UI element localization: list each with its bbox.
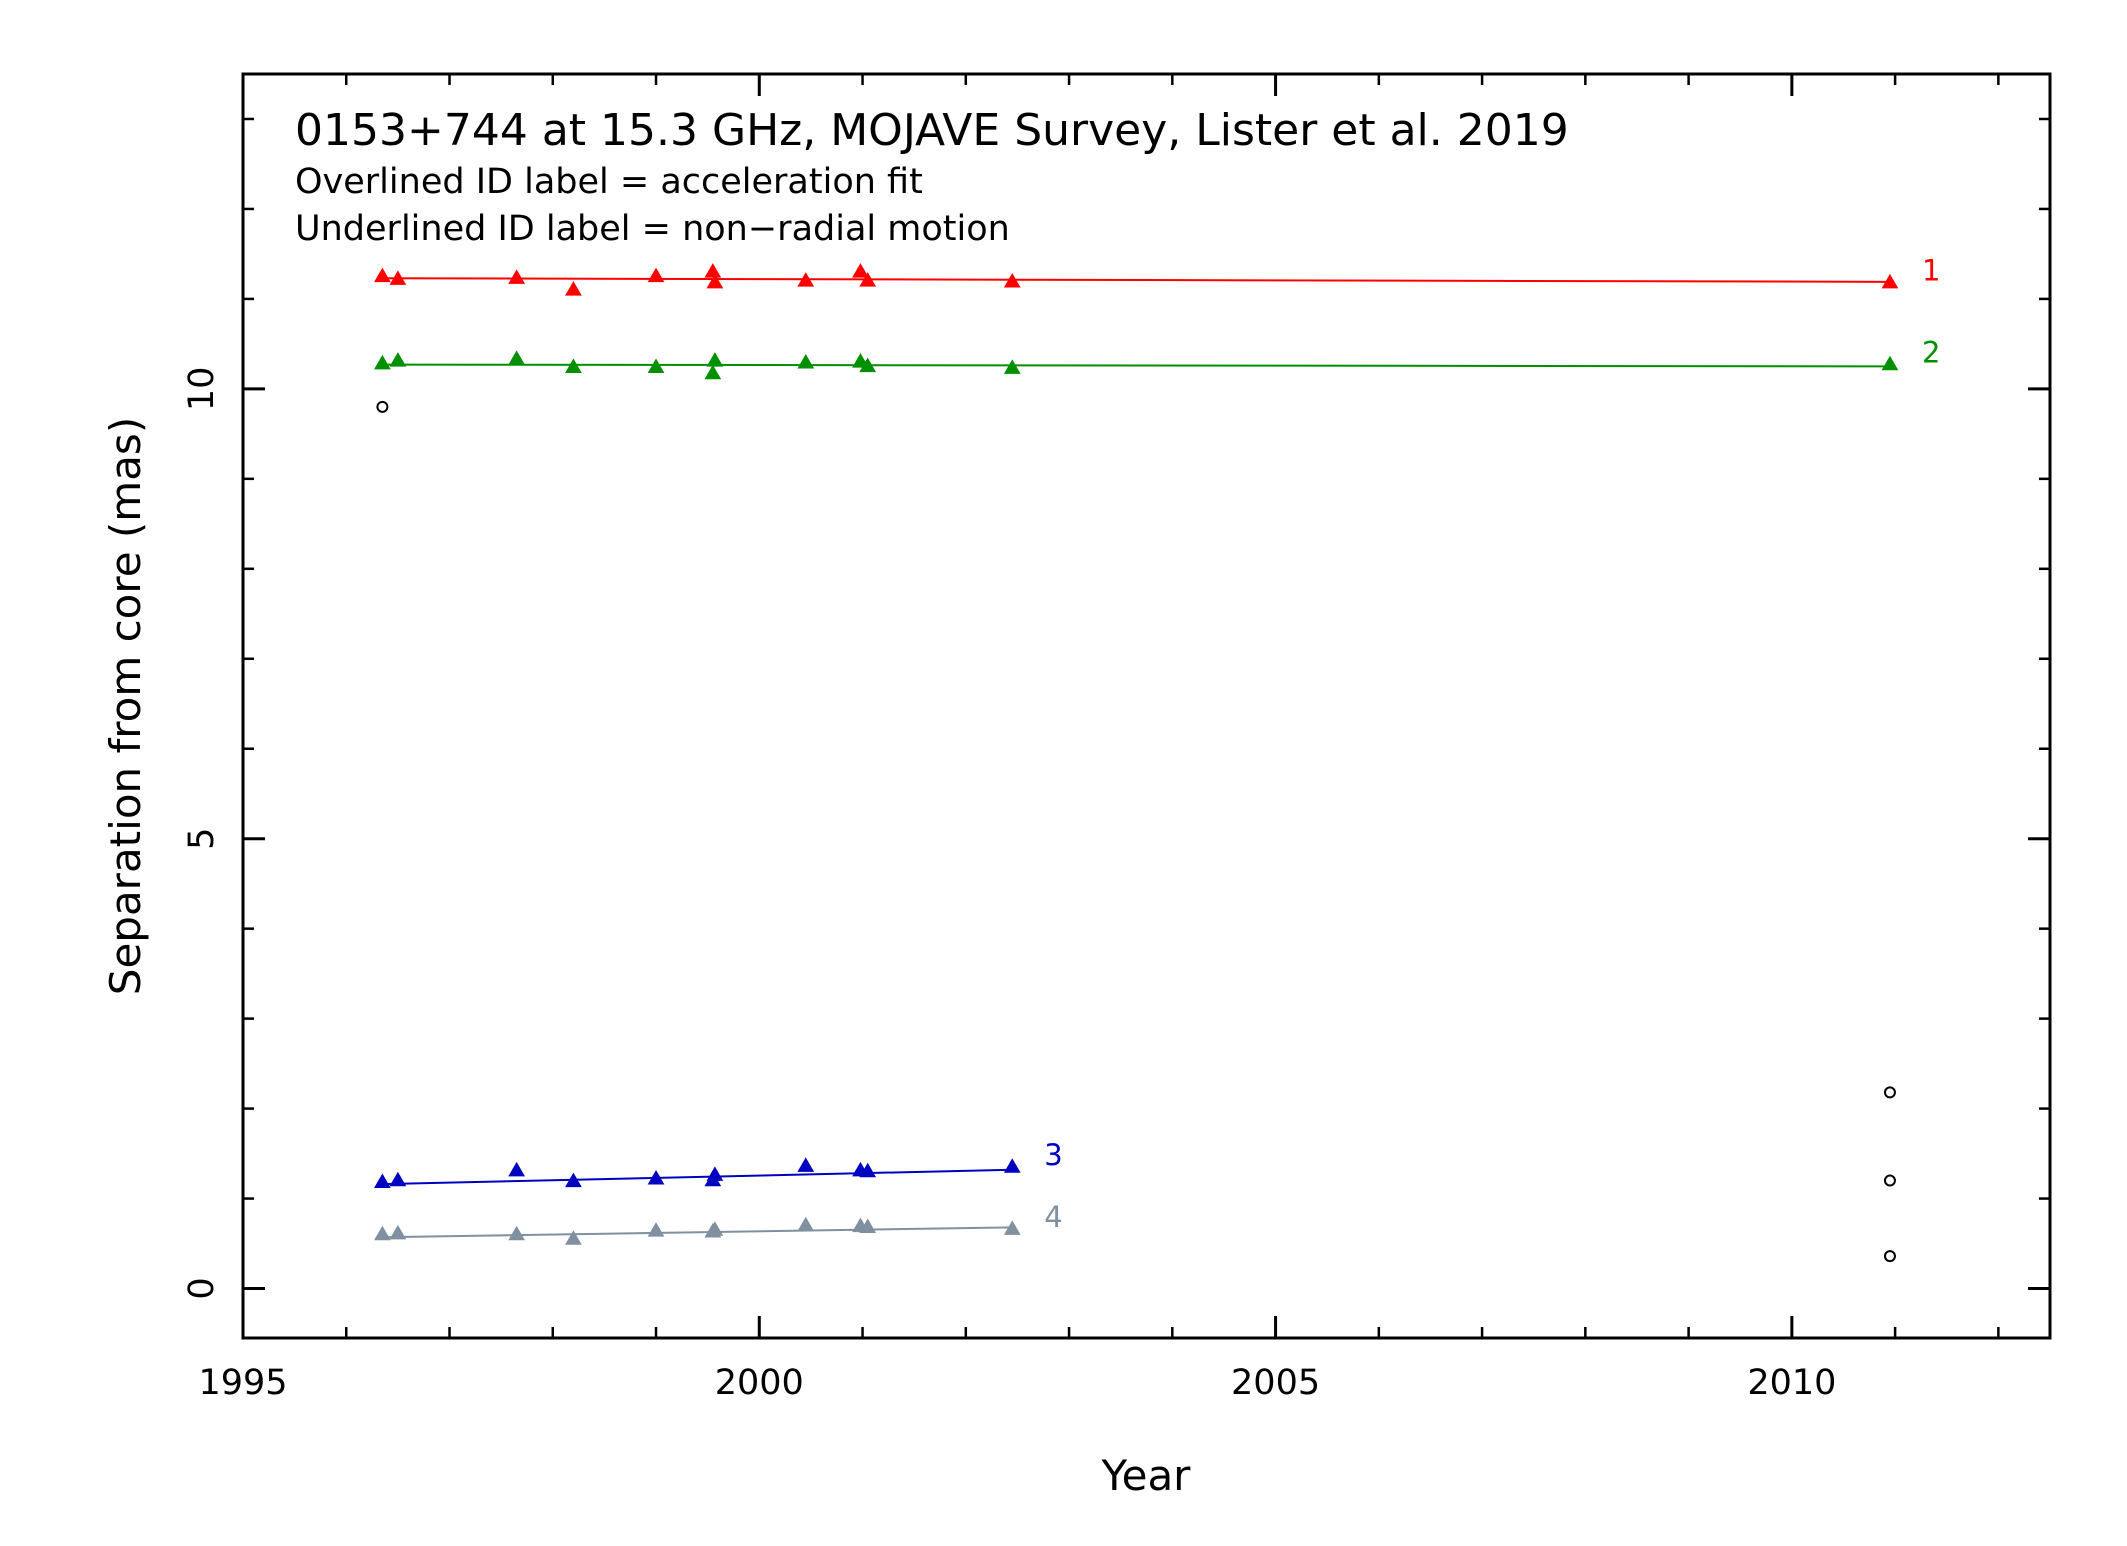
- data-point-series-4: [376, 400, 389, 413]
- data-point-3: [565, 1172, 582, 1188]
- plot-frame: [241, 72, 2052, 1340]
- data-point-1: [797, 272, 815, 287]
- data-point-4: [859, 1218, 877, 1234]
- x-tick-label: 2000: [715, 1363, 804, 1403]
- data-markers: [374, 263, 1899, 1263]
- data-point-3: [797, 1157, 815, 1172]
- data-point-3: [508, 1161, 525, 1177]
- data-point-4: [389, 1224, 407, 1240]
- y-tick-label: 0: [182, 1277, 222, 1299]
- data-point-3: [647, 1169, 665, 1185]
- data-point-2: [565, 358, 582, 373]
- fit-line-1: [382, 277, 1890, 283]
- data-point-1: [389, 270, 407, 285]
- data-point-3: [374, 1173, 391, 1189]
- series-label-2: 2: [1922, 336, 1940, 370]
- data-point-2: [647, 358, 665, 373]
- x-tick-label: 1995: [198, 1363, 287, 1403]
- data-point-3: [706, 1166, 724, 1181]
- y-tick-label: 5: [182, 828, 222, 850]
- data-point-4: [374, 1225, 391, 1241]
- data-point-3: [859, 1162, 877, 1178]
- fit-line-2: [382, 363, 1890, 368]
- data-point-1: [1881, 273, 1899, 289]
- data-point-2: [1003, 359, 1021, 374]
- data-point-1: [565, 281, 582, 296]
- data-point-1: [704, 263, 722, 278]
- series-labels: 1 2 3 4: [1044, 254, 1940, 1234]
- data-point-1: [852, 263, 869, 278]
- data-point-2: [797, 353, 815, 369]
- major-ticks: [241, 74, 2050, 1338]
- data-point-2: [1881, 355, 1899, 371]
- data-point-2: [389, 352, 407, 367]
- data-point-1: [706, 273, 724, 289]
- data-point-2: [374, 354, 391, 370]
- x-axis-label: Year: [1101, 1451, 1192, 1500]
- tick-labels: 1995 2000 2005 2010 0 5 10: [182, 367, 1836, 1403]
- data-point-1: [859, 272, 877, 287]
- data-point-3: [1003, 1158, 1021, 1173]
- data-point-series-4: [1883, 1250, 1896, 1263]
- data-point-1: [374, 267, 391, 283]
- data-point-4: [565, 1230, 582, 1245]
- fit-line-3: [382, 1168, 1013, 1186]
- data-point-4: [1003, 1220, 1021, 1235]
- series-label-3: 3: [1044, 1138, 1062, 1172]
- data-point-4: [647, 1222, 665, 1237]
- series-label-1: 1: [1922, 254, 1940, 288]
- data-point-series-4: [1883, 1086, 1896, 1099]
- data-point-1: [508, 269, 525, 284]
- chart-title: 0153+744 at 15.3 GHz, MOJAVE Survey, Lis…: [295, 105, 1569, 156]
- subtitle-line-1: Overlined ID label = acceleration fit: [295, 162, 923, 202]
- x-tick-label: 2010: [1747, 1363, 1836, 1403]
- data-point-1: [1003, 273, 1021, 288]
- minor-ticks: [243, 74, 2050, 1338]
- x-tick-label: 2005: [1231, 1363, 1320, 1403]
- subtitle-line-2: Underlined ID label = non−radial motion: [295, 209, 1010, 249]
- data-point-2: [706, 352, 724, 367]
- series-label-4: 4: [1044, 1200, 1062, 1234]
- y-tick-label: 10: [182, 367, 222, 412]
- data-point-4: [508, 1225, 525, 1241]
- data-point-4: [706, 1221, 724, 1236]
- data-point-3: [389, 1171, 407, 1187]
- fit-lines: [382, 277, 1890, 1239]
- data-point-2: [859, 357, 877, 373]
- data-point-2: [704, 364, 722, 380]
- data-point-1: [647, 267, 665, 283]
- fit-line-4: [382, 1226, 1013, 1239]
- data-point-4: [797, 1216, 815, 1232]
- data-point-series-4: [1883, 1174, 1896, 1187]
- data-point-2: [508, 350, 525, 365]
- y-axis-label: Separation from core (mas): [101, 417, 150, 995]
